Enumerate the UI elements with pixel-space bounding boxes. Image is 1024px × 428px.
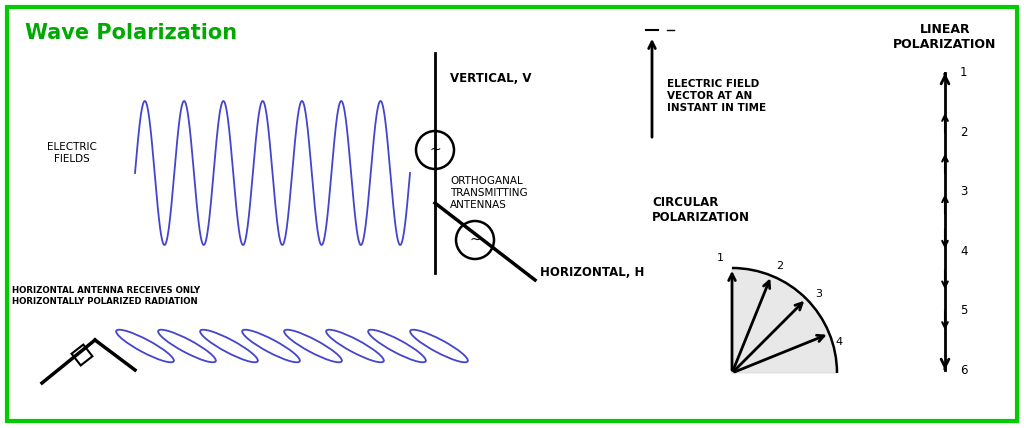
Text: ELECTRIC FIELD
VECTOR AT AN
INSTANT IN TIME: ELECTRIC FIELD VECTOR AT AN INSTANT IN T… <box>667 80 766 113</box>
Text: 1: 1 <box>717 253 724 263</box>
Text: 4: 4 <box>961 245 968 258</box>
Text: HORIZONTAL ANTENNA RECEIVES ONLY
HORIZONTALLY POLARIZED RADIATION: HORIZONTAL ANTENNA RECEIVES ONLY HORIZON… <box>12 286 200 306</box>
Text: 2: 2 <box>776 261 783 270</box>
Text: Wave Polarization: Wave Polarization <box>25 23 238 43</box>
Text: 3: 3 <box>961 185 968 198</box>
Text: LINEAR
POLARIZATION: LINEAR POLARIZATION <box>893 23 996 51</box>
Text: 5: 5 <box>961 304 968 317</box>
Text: 2: 2 <box>961 126 968 139</box>
Text: 4: 4 <box>836 337 843 347</box>
Text: VERTICAL, V: VERTICAL, V <box>450 71 531 84</box>
Text: ~: ~ <box>429 143 440 157</box>
Text: CIRCULAR
POLARIZATION: CIRCULAR POLARIZATION <box>652 196 750 224</box>
Text: ORTHOGANAL
TRANSMITTING
ANTENNAS: ORTHOGANAL TRANSMITTING ANTENNAS <box>450 176 527 210</box>
Text: 1: 1 <box>961 66 968 80</box>
Text: 3: 3 <box>815 289 821 299</box>
Text: HORIZONTAL, H: HORIZONTAL, H <box>540 265 644 279</box>
Text: ~: ~ <box>469 233 481 247</box>
Text: ELECTRIC
FIELDS: ELECTRIC FIELDS <box>47 142 97 164</box>
Polygon shape <box>732 268 837 373</box>
Text: 6: 6 <box>961 363 968 377</box>
